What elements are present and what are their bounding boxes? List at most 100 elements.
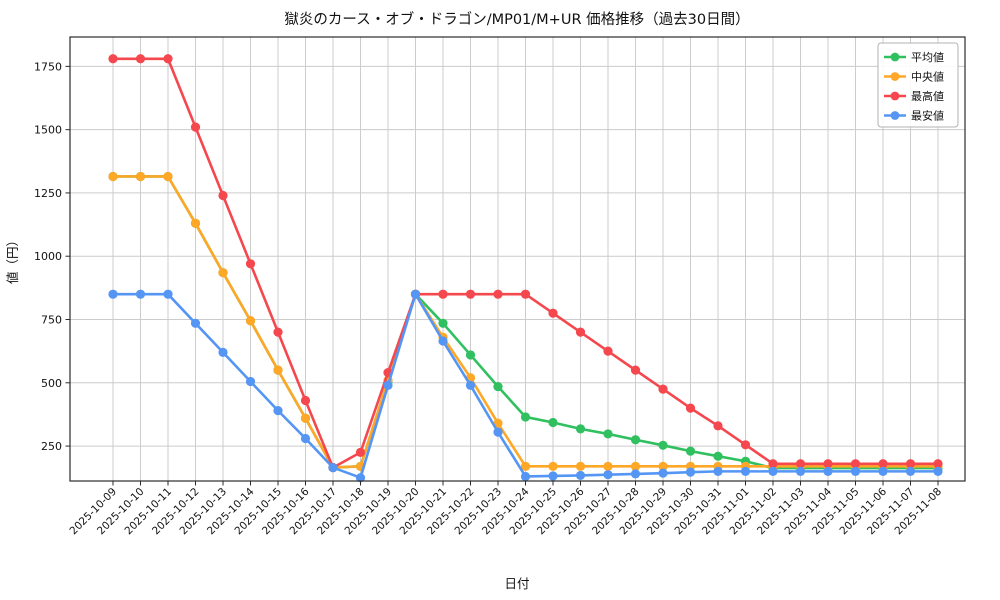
- data-point-平均値: [465, 350, 476, 360]
- data-point-最安値: [383, 380, 393, 390]
- data-point-最高値: [218, 190, 228, 201]
- data-point-中央値: [135, 171, 146, 182]
- data-point-最高値: [300, 395, 311, 406]
- data-point-平均値: [685, 446, 696, 456]
- data-point-最高値: [493, 289, 503, 299]
- y-tick-label: 1500: [34, 124, 62, 137]
- data-point-最安値: [658, 468, 668, 478]
- data-point-最安値: [603, 470, 613, 480]
- data-point-最安値: [438, 336, 448, 346]
- data-point-最安値: [465, 380, 476, 390]
- data-point-最高値: [685, 403, 696, 413]
- data-point-最高値: [795, 459, 806, 469]
- data-point-最高値: [768, 459, 778, 469]
- data-point-最安値: [355, 473, 366, 483]
- data-point-最安値: [135, 289, 146, 299]
- y-tick-label: 750: [41, 313, 62, 326]
- data-point-最安値: [933, 466, 943, 476]
- data-point-最高値: [548, 308, 558, 318]
- legend-marker: [890, 111, 900, 120]
- data-point-最安値: [713, 466, 723, 476]
- chart-title: 獄炎のカース・オブ・ドラゴン/MP01/M+UR 価格推移（過去30日間）: [284, 10, 749, 28]
- legend-label: 最高値: [911, 89, 944, 103]
- data-point-中央値: [630, 461, 641, 471]
- y-tick-label: 250: [41, 440, 62, 453]
- data-point-中央値: [218, 268, 228, 278]
- data-point-最高値: [108, 54, 118, 64]
- data-point-最安値: [548, 471, 558, 481]
- data-point-最安値: [878, 466, 888, 476]
- data-point-最高値: [823, 459, 833, 469]
- data-point-平均値: [548, 417, 558, 428]
- data-point-最安値: [245, 376, 256, 387]
- data-point-中央値: [190, 218, 201, 228]
- data-point-平均値: [713, 451, 723, 461]
- data-point-最安値: [190, 318, 201, 328]
- data-point-最高値: [465, 289, 476, 299]
- legend-label: 中央値: [911, 71, 944, 84]
- data-point-最安値: [630, 469, 641, 479]
- data-point-最安値: [823, 466, 833, 476]
- data-point-最安値: [575, 470, 586, 481]
- data-point-最安値: [108, 289, 118, 299]
- data-point-最高値: [520, 289, 531, 299]
- data-point-最高値: [273, 327, 283, 337]
- data-point-中央値: [493, 418, 503, 428]
- y-axis-label: 値（円）: [5, 234, 20, 284]
- data-point-最安値: [768, 466, 778, 476]
- data-point-中央値: [245, 316, 256, 326]
- data-point-最安値: [410, 289, 421, 299]
- y-tick-label: 1250: [34, 187, 62, 200]
- legend-label: 最安値: [911, 109, 944, 123]
- data-point-最高値: [878, 459, 888, 469]
- data-point-中央値: [108, 171, 118, 182]
- data-point-平均値: [630, 435, 641, 445]
- data-point-最高値: [630, 365, 641, 375]
- data-point-平均値: [493, 381, 503, 392]
- y-tick-label: 500: [41, 377, 62, 390]
- data-point-最高値: [355, 447, 366, 457]
- data-point-最高値: [190, 122, 201, 132]
- x-axis-label: 日付: [504, 576, 529, 591]
- y-tick-label: 1750: [34, 60, 62, 73]
- series-layer: [108, 54, 943, 483]
- data-point-最安値: [685, 467, 696, 477]
- data-point-中央値: [603, 461, 613, 471]
- legend-marker: [890, 72, 900, 81]
- data-point-中央値: [163, 171, 173, 182]
- data-point-最安値: [273, 406, 283, 416]
- data-point-最安値: [905, 466, 916, 476]
- data-point-最高値: [245, 259, 256, 269]
- data-point-最高値: [575, 327, 586, 337]
- data-point-最高値: [933, 459, 943, 469]
- data-point-最安値: [493, 427, 503, 437]
- plot-border: [69, 36, 966, 482]
- data-point-中央値: [548, 461, 558, 471]
- data-point-中央値: [273, 365, 283, 375]
- legend-label: 平均値: [911, 51, 944, 64]
- data-point-最高値: [603, 346, 613, 356]
- legend-marker: [890, 52, 900, 62]
- data-point-平均値: [520, 412, 531, 422]
- data-point-最安値: [300, 433, 311, 444]
- data-point-最高値: [713, 421, 723, 431]
- data-point-最安値: [328, 462, 338, 473]
- data-point-最安値: [163, 289, 173, 299]
- data-point-最安値: [520, 471, 531, 482]
- data-point-平均値: [438, 318, 448, 328]
- data-point-最安値: [218, 347, 228, 358]
- data-point-最高値: [163, 54, 173, 64]
- data-point-中央値: [575, 461, 586, 471]
- data-point-平均値: [603, 429, 613, 439]
- legend-box: [877, 42, 959, 128]
- legend-marker: [890, 91, 900, 101]
- grid: [70, 37, 965, 481]
- data-point-平均値: [575, 424, 586, 434]
- data-point-中央値: [658, 461, 668, 471]
- data-point-中央値: [300, 413, 311, 423]
- data-point-平均値: [658, 440, 668, 450]
